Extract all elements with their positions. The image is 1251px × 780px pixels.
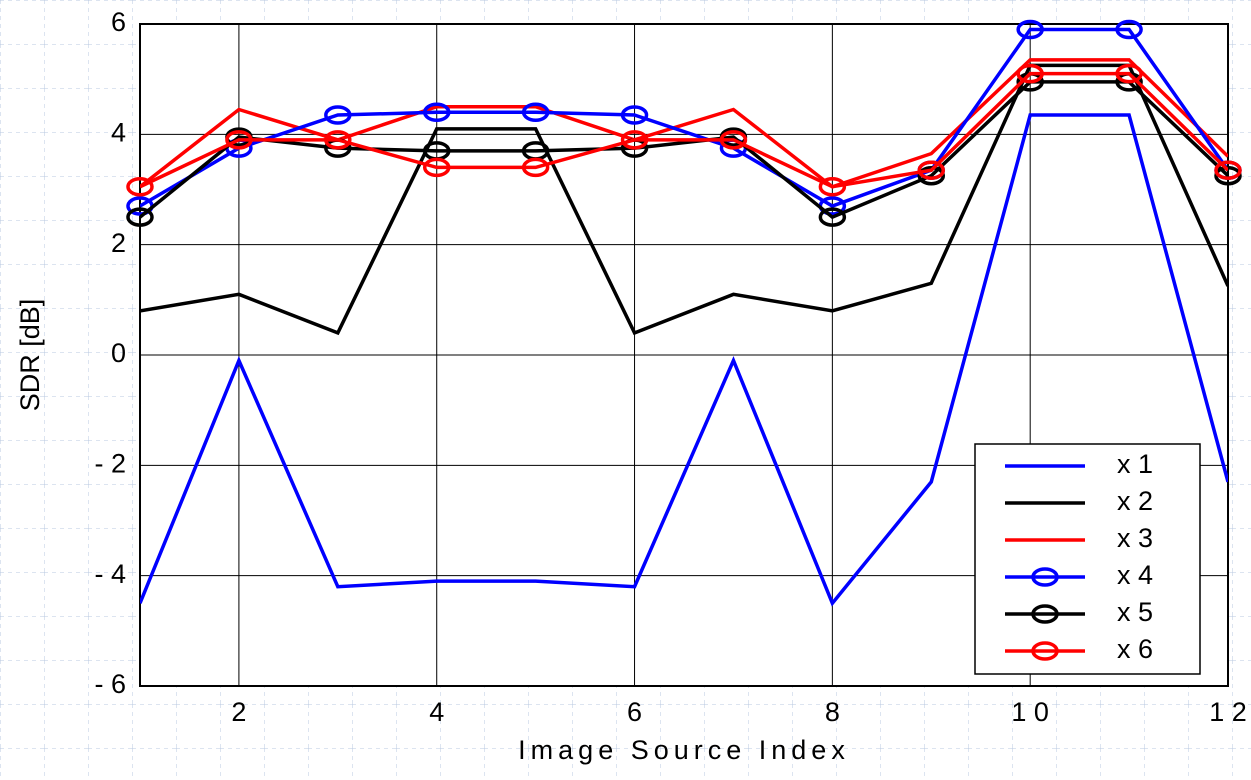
marker bbox=[1115, 19, 1143, 40]
y-tick-label: - 4 bbox=[94, 559, 126, 589]
marker bbox=[225, 130, 253, 150]
series-line bbox=[140, 63, 1228, 336]
series-line bbox=[140, 80, 1228, 220]
marker bbox=[1214, 160, 1242, 180]
legend-marker bbox=[1031, 567, 1059, 587]
series-line bbox=[140, 58, 1228, 189]
x-tick-label: 6 bbox=[627, 697, 642, 727]
legend-label: x 2 bbox=[1117, 486, 1153, 516]
y-axis-label: SDR [dB] bbox=[15, 299, 45, 412]
x-tick-label: 1 2 bbox=[1209, 697, 1247, 727]
marker bbox=[324, 130, 352, 150]
y-tick-label: - 2 bbox=[94, 448, 126, 478]
x-tick-label: 8 bbox=[825, 697, 840, 727]
marker bbox=[818, 176, 847, 197]
series-line bbox=[140, 71, 1228, 189]
marker bbox=[719, 130, 748, 150]
legend-box bbox=[974, 443, 1201, 675]
marker bbox=[1214, 165, 1242, 186]
marker bbox=[324, 105, 352, 125]
y-tick-label: 6 bbox=[111, 7, 126, 37]
marker bbox=[521, 157, 550, 178]
y-tick-label: 4 bbox=[111, 117, 126, 147]
marker bbox=[1016, 19, 1044, 40]
series-line bbox=[140, 113, 1228, 607]
marker bbox=[521, 102, 550, 123]
legend-label: x 6 bbox=[1117, 634, 1153, 664]
y-tick-label: - 6 bbox=[94, 669, 126, 699]
marker bbox=[126, 176, 154, 197]
marker bbox=[917, 165, 946, 186]
marker bbox=[1115, 63, 1143, 84]
x-tick-label: 2 bbox=[231, 697, 246, 727]
marker bbox=[818, 207, 847, 227]
legend-marker bbox=[1031, 641, 1059, 661]
marker bbox=[1016, 63, 1044, 84]
marker bbox=[917, 160, 946, 180]
marker bbox=[422, 157, 451, 178]
marker bbox=[422, 102, 451, 123]
legend-label: x 4 bbox=[1117, 560, 1153, 590]
legend-label: x 3 bbox=[1117, 523, 1153, 553]
marker bbox=[126, 207, 154, 227]
y-tick-label: 2 bbox=[111, 228, 126, 258]
x-axis-label: Image Source Index bbox=[518, 735, 850, 765]
series-line bbox=[140, 27, 1228, 208]
legend-label: x 1 bbox=[1117, 449, 1153, 479]
x-tick-label: 4 bbox=[429, 697, 444, 727]
legend-marker bbox=[1031, 604, 1059, 624]
legend-label: x 5 bbox=[1117, 597, 1153, 627]
y-tick-label: 0 bbox=[111, 338, 126, 368]
marker bbox=[620, 130, 649, 150]
marker bbox=[620, 105, 649, 125]
x-tick-label: 1 0 bbox=[1011, 697, 1049, 727]
